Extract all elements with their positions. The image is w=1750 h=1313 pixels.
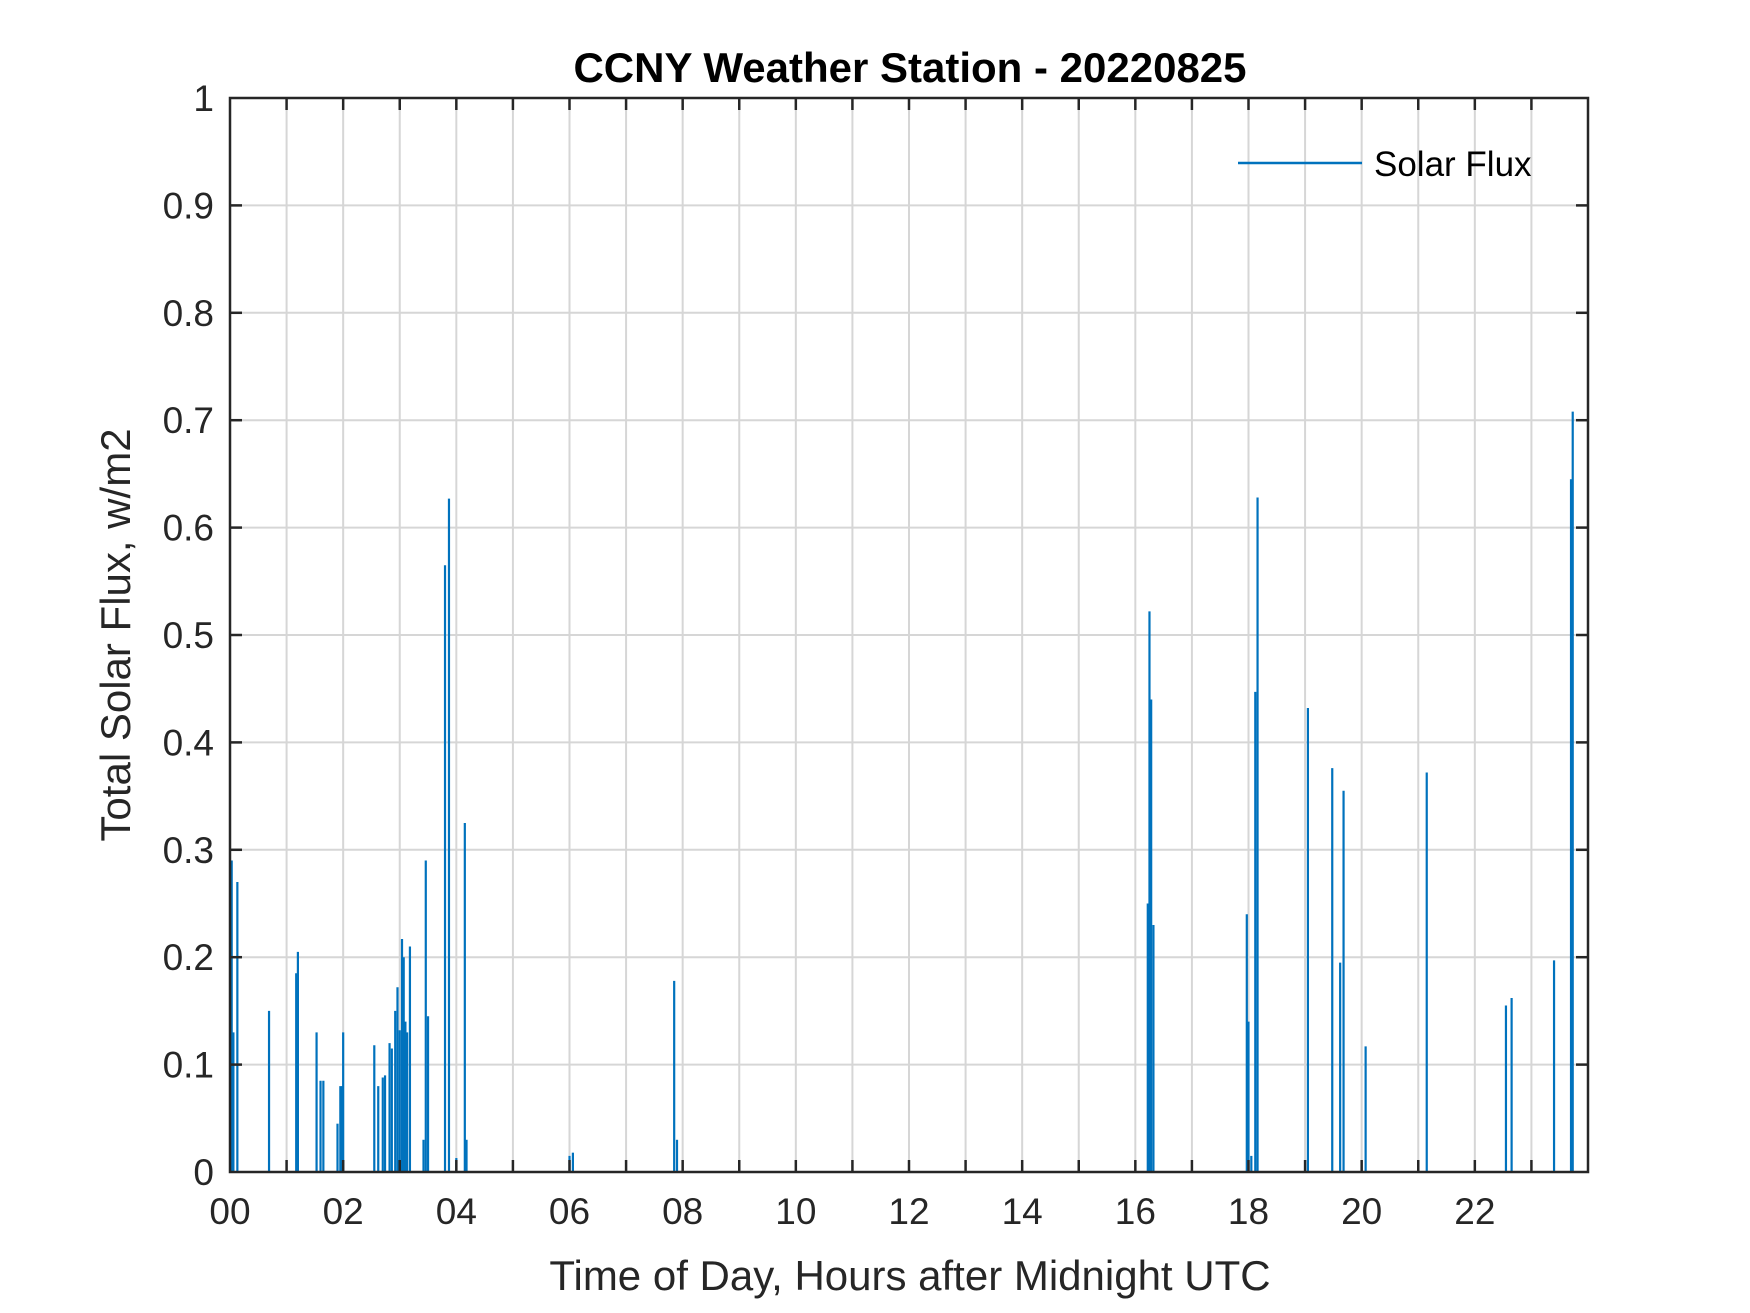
y-tick-label: 0.7 bbox=[163, 400, 214, 441]
x-tick-label: 14 bbox=[1002, 1191, 1043, 1232]
x-tick-label: 16 bbox=[1115, 1191, 1156, 1232]
x-axis-label: Time of Day, Hours after Midnight UTC bbox=[549, 1252, 1270, 1299]
legend: Solar Flux bbox=[1238, 145, 1532, 184]
y-tick-label: 0.3 bbox=[163, 830, 214, 871]
x-tick-label: 18 bbox=[1228, 1191, 1269, 1232]
chart-title: CCNY Weather Station - 20220825 bbox=[573, 44, 1246, 91]
y-axis-label: Total Solar Flux, w/m2 bbox=[92, 428, 139, 841]
y-tick-label: 0.4 bbox=[163, 722, 214, 763]
y-tick-label: 0.1 bbox=[163, 1045, 214, 1086]
x-tick-label: 12 bbox=[888, 1191, 929, 1232]
y-tick-label: 0.5 bbox=[163, 615, 214, 656]
x-tick-label: 06 bbox=[549, 1191, 590, 1232]
x-tick-label: 02 bbox=[323, 1191, 364, 1232]
data-series-solar-flux bbox=[230, 411, 1574, 1172]
x-tick-label: 04 bbox=[436, 1191, 477, 1232]
x-tick-label: 20 bbox=[1341, 1191, 1382, 1232]
legend-label-solar-flux: Solar Flux bbox=[1374, 145, 1532, 184]
y-tick-label: 0.9 bbox=[163, 185, 214, 226]
axis-ticks bbox=[230, 98, 1588, 1172]
grid-lines bbox=[230, 98, 1588, 1172]
y-tick-label: 0.6 bbox=[163, 508, 214, 549]
y-tick-label: 0 bbox=[193, 1152, 214, 1193]
y-tick-labels: 0 0.1 0.2 0.3 0.4 0.5 0.6 0.7 0.8 0.9 1 bbox=[163, 78, 214, 1193]
x-tick-label: 00 bbox=[209, 1191, 250, 1232]
x-tick-label: 10 bbox=[775, 1191, 816, 1232]
y-tick-label: 0.2 bbox=[163, 937, 214, 978]
x-tick-label: 08 bbox=[662, 1191, 703, 1232]
y-tick-label: 1 bbox=[193, 78, 214, 119]
y-tick-label: 0.8 bbox=[163, 293, 214, 334]
x-tick-label: 22 bbox=[1454, 1191, 1495, 1232]
x-tick-labels: 00 02 04 06 08 10 12 14 16 18 20 22 bbox=[209, 1191, 1495, 1232]
